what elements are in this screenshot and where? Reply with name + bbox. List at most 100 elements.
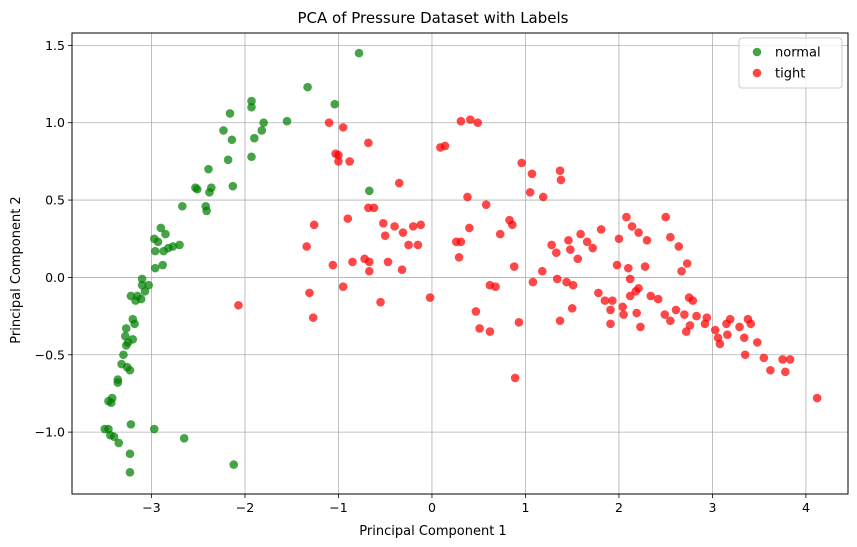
data-point-tight [440, 141, 450, 151]
data-point-tight [688, 296, 698, 305]
x-axis-label: Principal Component 1 [359, 524, 506, 539]
data-point-tight [766, 365, 775, 375]
data-point-tight [517, 158, 527, 168]
series-normal [100, 48, 374, 477]
data-point-tight [785, 355, 795, 364]
data-point-tight [692, 311, 701, 321]
data-point-tight [408, 222, 418, 231]
data-point-tight [715, 339, 725, 349]
data-point-tight [740, 350, 750, 360]
data-point-normal [100, 424, 110, 434]
data-point-tight [425, 293, 435, 302]
data-point-tight [606, 319, 615, 329]
data-point-tight [685, 321, 695, 330]
data-point-tight [334, 150, 343, 160]
data-point-tight [379, 218, 388, 228]
data-point-normal [113, 378, 123, 387]
data-point-tight [555, 166, 565, 175]
data-point-tight [416, 220, 426, 230]
data-point-tight [413, 240, 423, 250]
data-point-tight [625, 274, 635, 284]
data-point-tight [471, 307, 481, 316]
data-point-normal [179, 434, 189, 443]
data-point-tight [600, 296, 610, 305]
data-point-tight [481, 200, 491, 210]
data-point-tight [759, 353, 769, 363]
y-axis: −1.0 −0.5 0.0 0.5 1.0 1.5 [35, 38, 72, 440]
data-point-tight [369, 203, 379, 213]
data-point-normal [104, 396, 113, 406]
data-point-tight [564, 235, 573, 245]
legend-label-normal: normal [775, 46, 821, 61]
data-point-tight [383, 257, 393, 267]
data-point-tight [463, 192, 472, 202]
data-point-tight [567, 304, 577, 313]
y-axis-label: Principal Component 2 [9, 196, 24, 343]
data-point-normal [229, 460, 239, 469]
legend-marker-normal [752, 47, 762, 57]
data-point-tight [309, 220, 319, 230]
data-point-tight [302, 242, 311, 251]
data-point-tight [454, 253, 464, 262]
data-point-normal [149, 234, 159, 244]
data-point-tight [753, 338, 762, 347]
data-point-tight [491, 282, 500, 292]
legend-marker-tight [752, 68, 762, 78]
data-point-tight [781, 367, 790, 377]
data-point-tight [594, 288, 603, 298]
data-point-tight [397, 265, 407, 274]
data-point-tight [509, 262, 519, 271]
data-point-normal [140, 287, 150, 296]
data-point-tight [343, 214, 353, 223]
data-point-tight [528, 277, 538, 287]
data-point-tight [234, 300, 243, 310]
data-point-normal [247, 96, 256, 106]
x-tick-label: 4 [802, 500, 810, 515]
legend: normal tight [738, 37, 843, 89]
data-point-tight [364, 138, 373, 148]
data-point-normal [126, 420, 136, 429]
data-point-tight [514, 317, 524, 327]
data-point-tight [634, 228, 643, 237]
data-point-tight [723, 330, 732, 339]
data-point-normal [149, 424, 159, 434]
data-point-tight [596, 225, 606, 234]
data-point-tight [674, 242, 684, 251]
data-point-tight [632, 308, 642, 318]
data-point-tight [334, 157, 343, 166]
data-point-normal [156, 223, 166, 233]
data-point-normal [137, 274, 147, 284]
data-point-tight [566, 245, 575, 254]
data-point-normal [219, 126, 228, 135]
data-point-tight [555, 316, 565, 326]
data-point-normal [161, 229, 170, 239]
data-point-normal [202, 206, 211, 216]
data-point-tight [475, 324, 484, 333]
data-point-tight [735, 322, 744, 332]
data-point-tight [618, 302, 627, 312]
data-point-tight [746, 319, 756, 329]
data-point-tight [739, 333, 749, 343]
data-point-tight [398, 228, 408, 237]
data-point-tight [308, 313, 318, 322]
data-point-normal [223, 155, 233, 165]
data-point-tight [623, 263, 633, 273]
data-point-tight [653, 294, 663, 304]
data-point-tight [404, 240, 413, 250]
data-point-tight [646, 291, 656, 301]
data-point-tight [568, 280, 578, 290]
data-point-tight [338, 282, 348, 292]
data-point-tight [338, 123, 348, 132]
data-point-tight [465, 115, 475, 124]
data-point-normal [119, 350, 128, 360]
data-point-normal [303, 82, 312, 92]
data-point-tight [778, 355, 787, 364]
data-point-normal [178, 201, 187, 211]
data-point-tight [456, 237, 466, 247]
data-point-tight [606, 305, 615, 315]
data-point-normal [159, 246, 168, 256]
data-point-tight [456, 116, 466, 126]
data-point-tight [485, 327, 495, 336]
